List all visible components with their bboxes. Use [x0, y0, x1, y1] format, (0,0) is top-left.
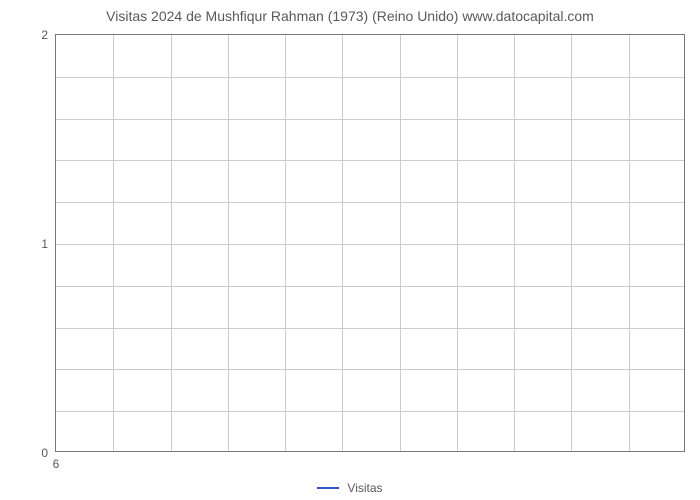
ytick-label: 1 — [41, 237, 48, 251]
gridline-vertical — [571, 35, 572, 451]
gridline-vertical — [629, 35, 630, 451]
chart-title: Visitas 2024 de Mushfiqur Rahman (1973) … — [0, 8, 700, 24]
ytick-label: 0 — [41, 446, 48, 460]
gridline-horizontal — [56, 77, 684, 78]
chart-figure: Visitas 2024 de Mushfiqur Rahman (1973) … — [0, 0, 700, 500]
gridline-vertical — [285, 35, 286, 451]
gridline-vertical — [342, 35, 343, 451]
gridline-vertical — [514, 35, 515, 451]
legend-item: Visitas — [317, 481, 382, 495]
gridline-horizontal — [56, 369, 684, 370]
legend-label: Visitas — [347, 481, 382, 495]
plot-area: 0126 — [55, 34, 685, 452]
legend: Visitas — [0, 478, 700, 495]
gridline-vertical — [228, 35, 229, 451]
gridline-vertical — [171, 35, 172, 451]
gridline-horizontal — [56, 286, 684, 287]
gridline-horizontal — [56, 119, 684, 120]
gridline-vertical — [457, 35, 458, 451]
ytick-label: 2 — [41, 28, 48, 42]
gridline-vertical — [400, 35, 401, 451]
gridline-horizontal — [56, 328, 684, 329]
gridline-horizontal — [56, 244, 684, 245]
xtick-label: 6 — [53, 457, 60, 471]
gridline-vertical — [113, 35, 114, 451]
legend-swatch-icon — [317, 487, 339, 489]
gridline-horizontal — [56, 160, 684, 161]
gridline-horizontal — [56, 202, 684, 203]
gridline-horizontal — [56, 411, 684, 412]
